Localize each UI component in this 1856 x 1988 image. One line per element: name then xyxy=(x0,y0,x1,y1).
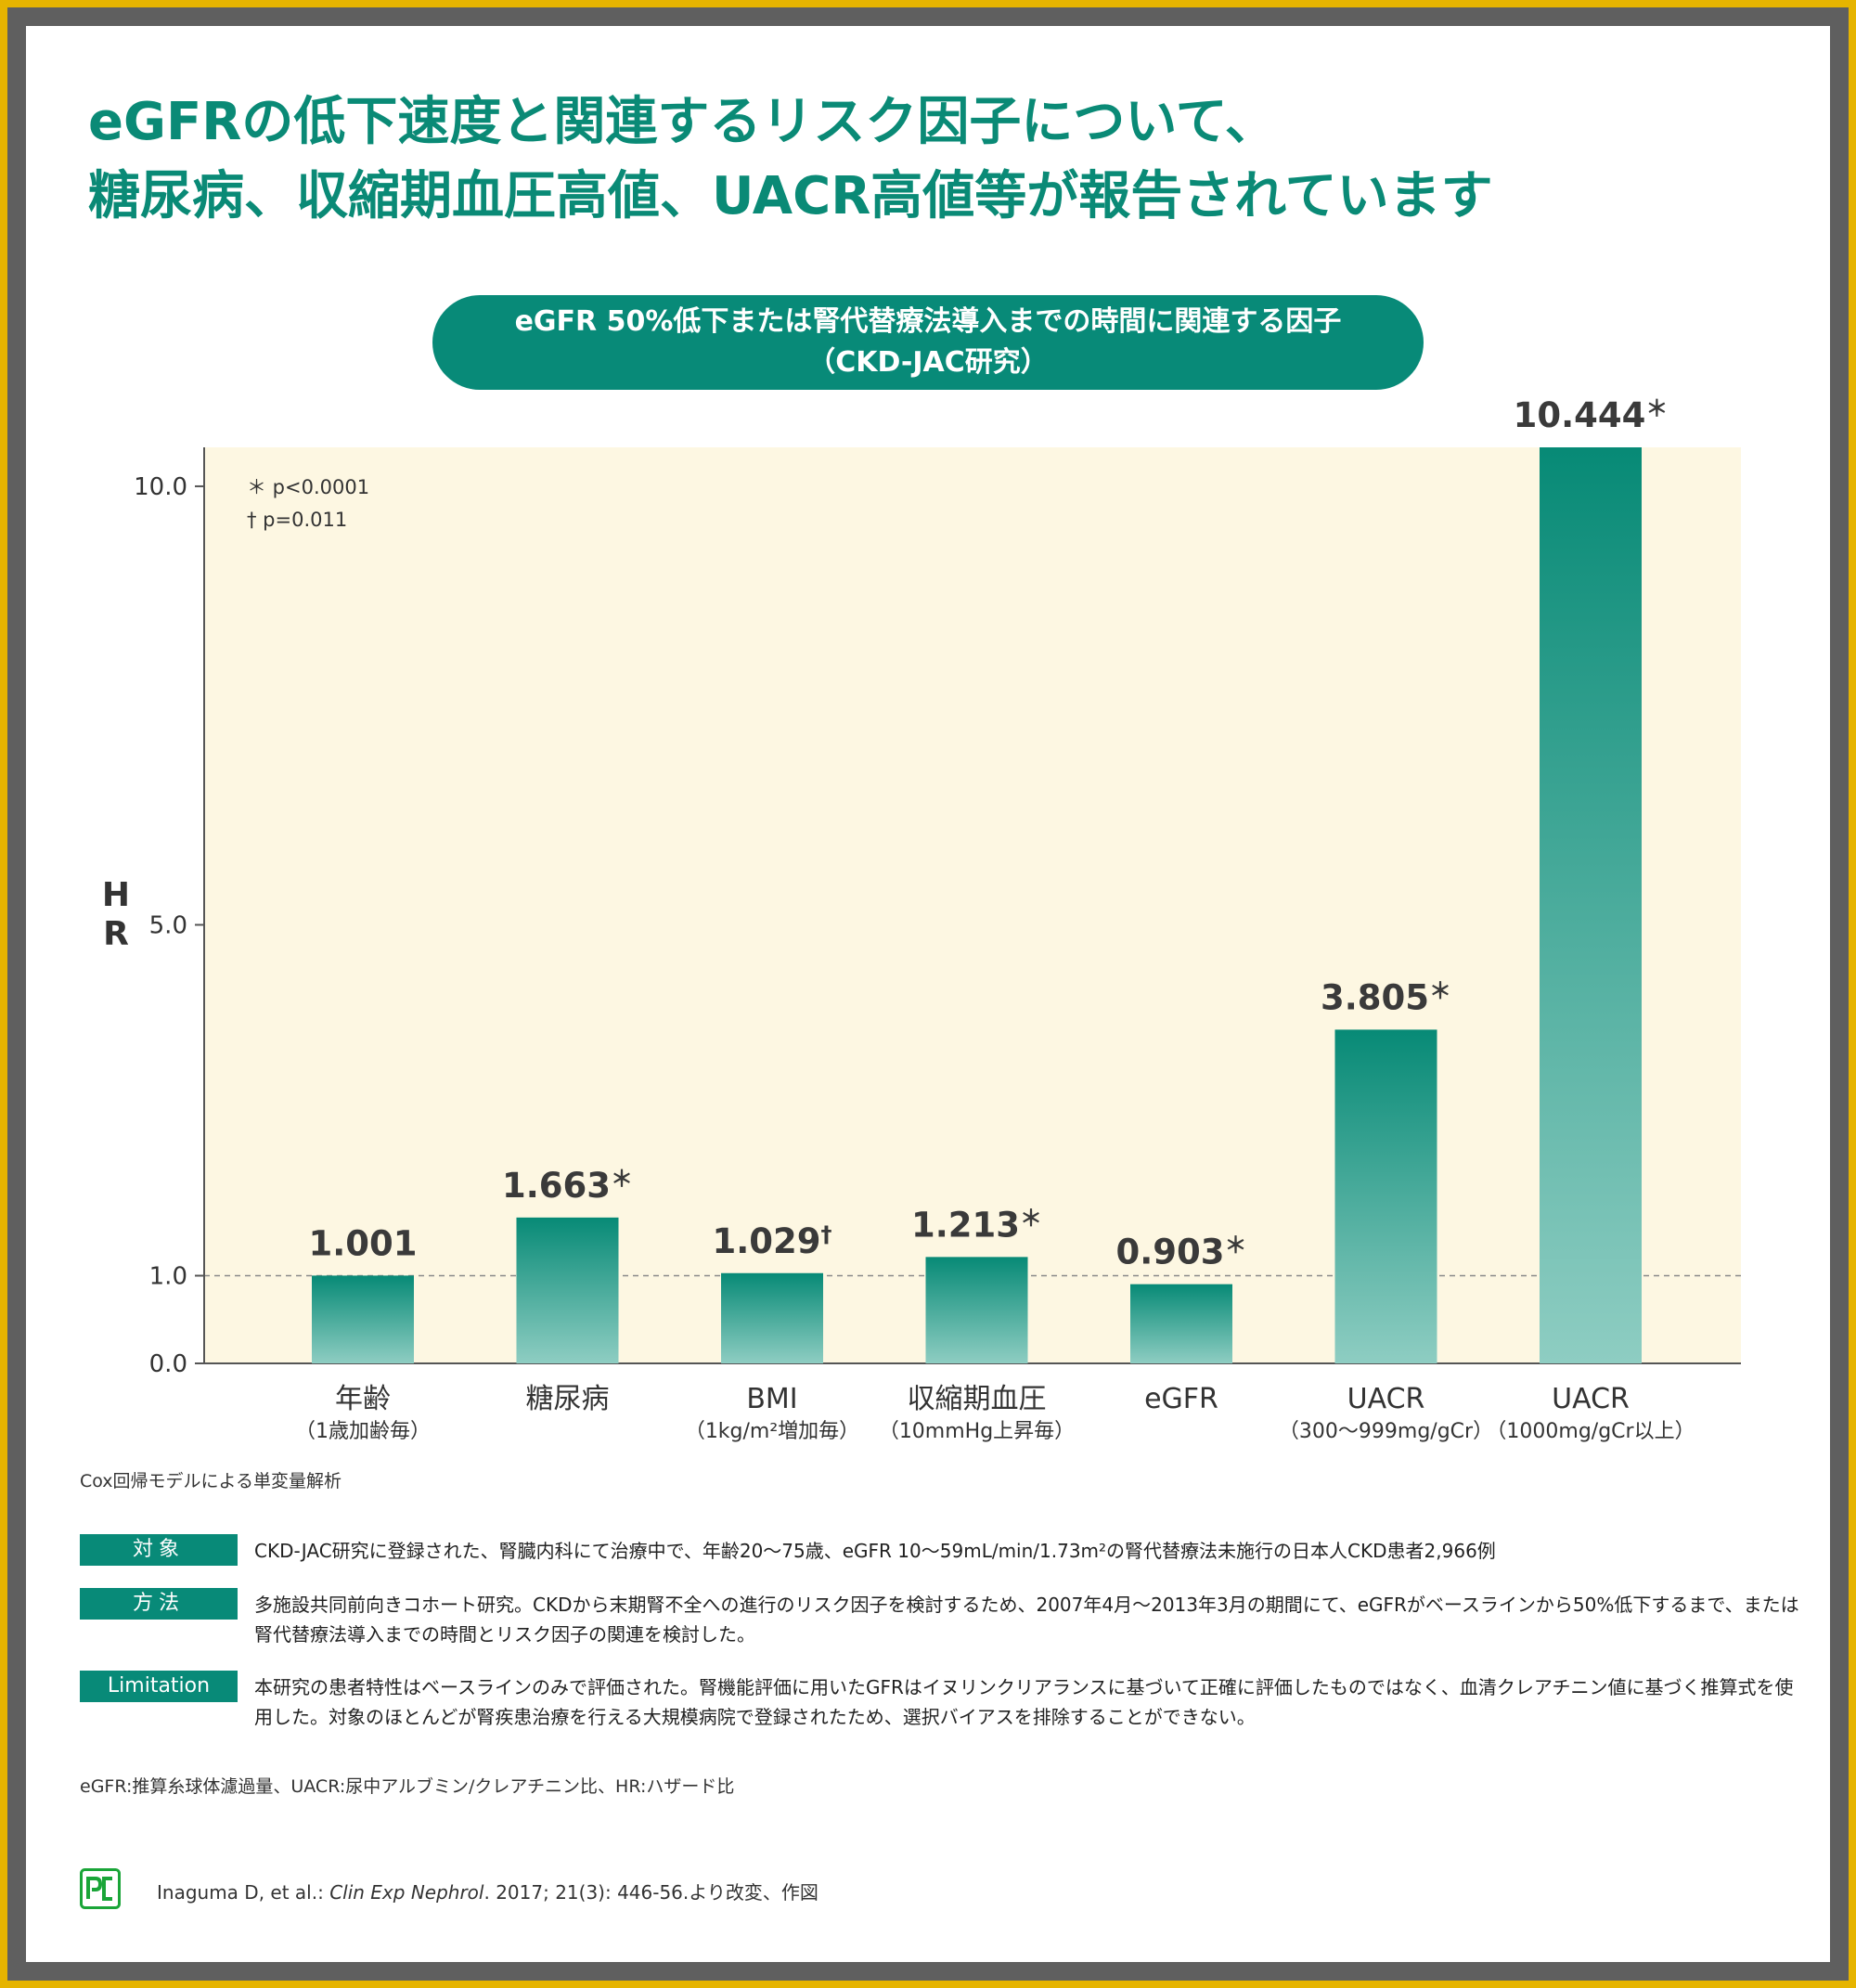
bar xyxy=(1334,1029,1437,1363)
info-text-subject: CKD-JAC研究に登録された、腎臓内科にて治療中で、年齢20〜75歳、eGFR… xyxy=(254,1540,1496,1562)
bar xyxy=(516,1217,619,1363)
bar-value-label: 1.029† xyxy=(712,1221,831,1261)
reference-journal: Clin Exp Nephrol xyxy=(329,1881,484,1904)
y-axis-label: R xyxy=(103,915,129,953)
category-label: 糖尿病 xyxy=(526,1383,610,1415)
outer-frame: eGFRの低下速度と関連するリスク因子について、 糖尿病、収縮期血圧高値、UAC… xyxy=(7,7,1849,1981)
y-tick-label: 1.0 xyxy=(149,1262,187,1290)
significance-note: ＊ p<0.0001 xyxy=(247,476,369,498)
category-label: UACR xyxy=(1347,1383,1425,1415)
category-sublabel: （300〜999mg/gCr） xyxy=(1279,1420,1493,1443)
category-label: 年齢 xyxy=(335,1383,391,1415)
category-label: 収縮期血圧 xyxy=(908,1383,1047,1415)
reference-authors: Inaguma D, et al.: xyxy=(157,1881,330,1904)
category-sublabel: （10mmHg上昇毎） xyxy=(879,1420,1075,1443)
bar-value-label: 1.213＊ xyxy=(911,1205,1042,1245)
category-label: eGFR xyxy=(1144,1383,1218,1415)
chart-header-pill: eGFR 50%低下または腎代替療法導入までの時間に関連する因子 （CKD-JA… xyxy=(432,295,1424,390)
pc-logo-icon xyxy=(80,1868,121,1909)
abbreviations-note: eGFR:推算糸球体濾過量、UACR:尿中アルブミン/クレアチニン比、HR:ハザ… xyxy=(80,1776,735,1797)
page-title: eGFRの低下速度と関連するリスク因子について、 糖尿病、収縮期血圧高値、UAC… xyxy=(88,85,1805,234)
y-axis-label: H xyxy=(102,876,130,914)
bar-value-label: 3.805＊ xyxy=(1321,977,1451,1017)
category-sublabel: （1kg/m²増加毎） xyxy=(685,1420,859,1443)
bar xyxy=(1540,447,1642,1363)
category-sublabel: （1歳加齢毎） xyxy=(295,1420,431,1443)
hr-bar-chart: 0.0 1.0 5.0 10.0 HR ＊ p<0.0001 † p=0.011 1.001 年… xyxy=(102,395,1741,1443)
bar-value-label: 1.001 xyxy=(308,1223,417,1263)
info-tag-limitation: Limitation xyxy=(80,1671,238,1702)
info-text-limitation: 本研究の患者特性はベースラインのみで評価された。腎機能評価に用いたGFRはイヌリ… xyxy=(254,1676,1794,1728)
category-sublabel: （1000mg/gCr以上） xyxy=(1486,1420,1695,1443)
chart-header-line-1: eGFR 50%低下または腎代替療法導入までの時間に関連する因子 xyxy=(514,305,1342,338)
title-line-2: 糖尿病、収縮期血圧高値、UACR高値等が報告されています xyxy=(88,166,1493,226)
bar-value-label: 1.663＊ xyxy=(502,1166,633,1206)
bar xyxy=(925,1257,1028,1363)
info-tag-method: 方法 xyxy=(80,1588,238,1620)
category-label: BMI xyxy=(746,1383,797,1415)
bar xyxy=(312,1275,414,1363)
category-label: UACR xyxy=(1552,1383,1630,1415)
y-tick-label: 10.0 xyxy=(134,473,187,501)
info-text-method: 多施設共同前向きコホート研究。CKDから末期腎不全への進行のリスク因子を検討する… xyxy=(254,1594,1799,1646)
analysis-note: Cox回帰モデルによる単変量解析 xyxy=(80,1471,342,1491)
info-tag-subject: 対象 xyxy=(80,1534,238,1566)
plot-background xyxy=(204,447,1741,1363)
y-tick-label: 0.0 xyxy=(149,1350,187,1378)
content-card: eGFRの低下速度と関連するリスク因子について、 糖尿病、収縮期血圧高値、UAC… xyxy=(26,26,1830,1962)
chart-header-line-2: （CKD-JAC研究） xyxy=(807,346,1049,379)
bar xyxy=(721,1272,823,1363)
bar xyxy=(1130,1284,1232,1363)
reference-text: Inaguma D, et al.: Clin Exp Nephrol. 201… xyxy=(157,1878,818,1904)
significance-note: † p=0.011 xyxy=(247,509,347,531)
bar-value-label: 10.444＊ xyxy=(1514,395,1669,435)
bar-value-label: 0.903＊ xyxy=(1115,1233,1246,1272)
y-tick-label: 5.0 xyxy=(149,911,187,939)
title-line-1: eGFRの低下速度と関連するリスク因子について、 xyxy=(88,92,1277,152)
reference-details: . 2017; 21(3): 446-56.より改変、作図 xyxy=(483,1881,818,1904)
